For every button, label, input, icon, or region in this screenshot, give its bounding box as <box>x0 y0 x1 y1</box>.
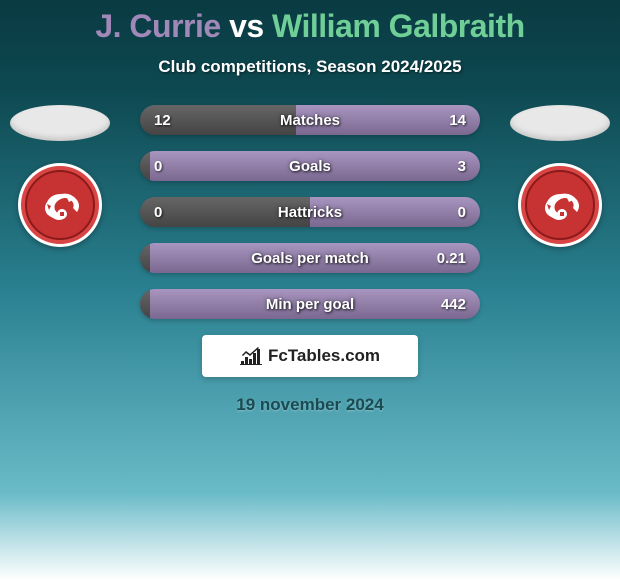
brand-badge[interactable]: FcTables.com <box>202 335 418 377</box>
stat-value-right: 0 <box>458 204 466 221</box>
stat-value-right: 0.21 <box>437 250 466 267</box>
comparison-title: J. Currie vs William Galbraith <box>0 0 620 45</box>
badge-inner <box>25 170 95 240</box>
stat-label: Hattricks <box>140 204 480 221</box>
stat-label: Goals <box>140 158 480 175</box>
stat-bar-matches: 12Matches14 <box>140 105 480 135</box>
comparison-content: 12Matches140Goals30Hattricks0Goals per m… <box>0 105 620 415</box>
vs-text: vs <box>229 8 264 44</box>
stat-bar-hattricks: 0Hattricks0 <box>140 197 480 227</box>
dragon-icon <box>539 184 585 230</box>
stat-bar-min-per-goal: Min per goal442 <box>140 289 480 319</box>
player1-club-badge <box>18 163 102 247</box>
player2-name: William Galbraith <box>272 8 525 44</box>
dragon-icon <box>39 184 85 230</box>
stat-label: Min per goal <box>140 296 480 313</box>
player1-avatar <box>10 105 110 141</box>
badge-inner <box>525 170 595 240</box>
player2-avatar <box>510 105 610 141</box>
stat-bar-goals: 0Goals3 <box>140 151 480 181</box>
chart-icon <box>240 347 262 365</box>
date-text: 19 november 2024 <box>0 395 620 415</box>
stat-value-right: 3 <box>458 158 466 175</box>
player2-club-badge <box>518 163 602 247</box>
stat-bar-goals-per-match: Goals per match0.21 <box>140 243 480 273</box>
stat-bars: 12Matches140Goals30Hattricks0Goals per m… <box>140 105 480 319</box>
subtitle: Club competitions, Season 2024/2025 <box>0 57 620 77</box>
stat-value-right: 14 <box>449 112 466 129</box>
stat-label: Matches <box>140 112 480 129</box>
stat-label: Goals per match <box>140 250 480 267</box>
stat-value-right: 442 <box>441 296 466 313</box>
brand-text: FcTables.com <box>268 346 380 366</box>
player1-name: J. Currie <box>95 8 220 44</box>
